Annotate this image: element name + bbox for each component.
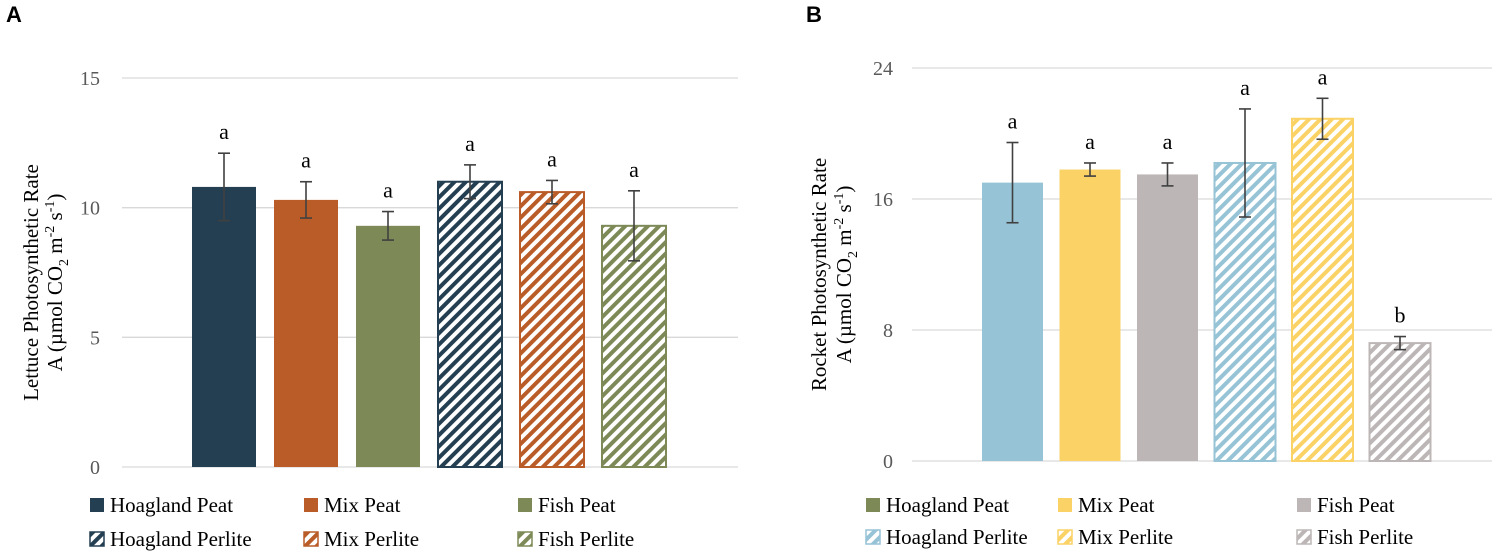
legend-label-fish-perlite: Fish Perlite (538, 527, 634, 551)
error-bar-mix-perlite (1316, 97, 1329, 141)
significance-letter-mix-peat: a (301, 148, 311, 173)
legend-swatch-mix-perlite (303, 531, 319, 547)
y-axis-label-line1: Rocket Photosynthetic Rate (807, 158, 831, 391)
bar-mix-perlite (519, 191, 585, 469)
y-tick-label: 8 (883, 320, 893, 342)
bar-mix-perlite (1291, 117, 1354, 462)
significance-letter-hoagland-perlite: a (1240, 75, 1250, 100)
bar-hoagland-peat (192, 186, 256, 468)
y-tick-label: 15 (80, 68, 100, 90)
bar-hoagland-perlite (437, 180, 503, 468)
bar-fish-peat (1137, 174, 1198, 461)
legend-label-mix-peat: Mix Peat (324, 493, 401, 517)
legend-swatch-mix-perlite (1057, 529, 1073, 545)
error-bar-mix-perlite (546, 179, 558, 205)
legend-label-hoagland-peat: Hoagland Peat (110, 493, 233, 517)
significance-letter-hoagland-perlite: a (465, 131, 475, 156)
legend-label-hoagland-perlite: Hoagland Perlite (886, 525, 1028, 549)
legend-label-mix-peat: Mix Peat (1078, 493, 1155, 517)
bar-fish-perlite (601, 224, 667, 468)
error-bar-fish-peat (382, 210, 394, 241)
legend-label-hoagland-peat: Hoagland Peat (886, 493, 1009, 517)
significance-letter-fish-perlite: a (629, 157, 639, 182)
legend-swatch-fish-peat (518, 498, 532, 512)
bar-hoagland-peat (982, 182, 1043, 461)
legend: Hoagland Peat Mix Peat Fish Peat Hoagland P… (865, 493, 1413, 549)
error-bar-mix-peat (300, 180, 312, 219)
legend-label-fish-perlite: Fish Perlite (1317, 525, 1413, 549)
y-tick-label: 24 (873, 58, 893, 80)
significance-letter-hoagland-peat: a (1008, 109, 1018, 134)
y-tick-label: 10 (80, 198, 100, 220)
legend-swatch-mix-peat (1058, 498, 1072, 512)
legend-label-mix-perlite: Mix Perlite (324, 527, 419, 551)
error-bar-hoagland-perlite (464, 164, 476, 200)
y-tick-label: 5 (90, 327, 100, 349)
legend-label-mix-perlite: Mix Perlite (1078, 525, 1173, 549)
bar-mix-peat (274, 199, 338, 468)
y-axis-label-line1: Lettuce Photosynthetic Rate (19, 164, 43, 401)
significance-letter-mix-perlite: a (547, 146, 557, 171)
y-axis-label-line2: A (µmol CO2 m-2 s-1) (43, 194, 72, 372)
y-tick-label: 16 (873, 189, 893, 211)
legend-label-hoagland-perlite: Hoagland Perlite (110, 527, 252, 551)
legend-swatch-hoagland-perlite (89, 531, 105, 547)
chart-panel-b: 0 8 16 24 Rocket Photosynthetic Rate A (µmol … (807, 58, 1492, 549)
y-tick-label: 0 (90, 457, 100, 479)
bar-mix-peat (1059, 169, 1121, 461)
panel-label-a: A (6, 2, 22, 27)
legend-swatch-hoagland-peat (90, 498, 104, 512)
error-bar-fish-peat (1161, 162, 1174, 187)
error-bar-hoagland-perlite (1239, 108, 1251, 218)
legend-label-fish-peat: Fish Peat (1317, 493, 1395, 517)
legend-swatch-fish-peat (1297, 498, 1311, 512)
significance-letter-fish-peat: a (383, 178, 393, 203)
significance-letter-fish-perlite: b (1395, 303, 1406, 328)
y-tick-label: 0 (883, 451, 893, 473)
legend: Hoagland Peat Mix Peat Fish Peat Hoagland P… (89, 493, 634, 551)
bar-fish-peat (356, 225, 420, 467)
legend-swatch-hoagland-peat (866, 498, 880, 512)
error-bar-fish-perlite (628, 190, 640, 262)
error-bar-mix-peat (1084, 162, 1096, 177)
chart-panel-a: 0 5 10 15 Lettuce Photosynthetic Rate A (µmol… (19, 68, 738, 551)
significance-letter-hoagland-peat: a (219, 119, 229, 144)
significance-letter-mix-perlite: a (1318, 64, 1328, 89)
legend-swatch-hoagland-perlite (865, 529, 881, 545)
error-bar-hoagland-peat (218, 152, 230, 222)
legend-swatch-mix-peat (304, 498, 318, 512)
legend-label-fish-peat: Fish Peat (538, 493, 616, 517)
error-bar-hoagland-peat (1006, 141, 1019, 224)
error-bar-fish-perlite (1394, 335, 1406, 351)
significance-letter-mix-peat: a (1085, 129, 1095, 154)
y-axis-label-line2: A (µmol CO2 m-2 s-1) (832, 186, 861, 364)
panel-label-b: B (806, 2, 822, 27)
legend-swatch-fish-perlite (517, 531, 533, 547)
significance-letter-fish-peat: a (1163, 129, 1173, 154)
legend-swatch-fish-perlite (1296, 529, 1312, 545)
bar-fish-perlite (1368, 342, 1432, 463)
